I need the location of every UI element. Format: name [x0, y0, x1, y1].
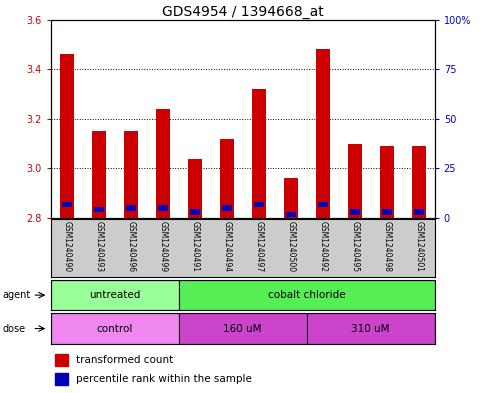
Text: 160 uM: 160 uM — [224, 323, 262, 334]
Bar — [126, 206, 136, 211]
Title: GDS4954 / 1394668_at: GDS4954 / 1394668_at — [162, 5, 324, 18]
Bar — [414, 209, 424, 215]
Text: control: control — [97, 323, 133, 334]
Bar — [347, 144, 362, 218]
Text: GSM1240492: GSM1240492 — [318, 220, 327, 272]
Text: GSM1240497: GSM1240497 — [254, 220, 263, 272]
Bar — [307, 313, 435, 344]
Bar — [59, 54, 74, 218]
Text: dose: dose — [2, 323, 26, 334]
Bar — [158, 206, 168, 211]
Bar — [51, 313, 179, 344]
Bar — [94, 207, 103, 212]
Text: GSM1240495: GSM1240495 — [350, 220, 359, 272]
Bar — [179, 313, 307, 344]
Bar — [315, 50, 330, 218]
Text: GSM1240500: GSM1240500 — [286, 220, 295, 272]
Text: GSM1240493: GSM1240493 — [94, 220, 103, 272]
Bar — [286, 212, 296, 217]
Bar — [254, 202, 264, 207]
Text: GSM1240490: GSM1240490 — [62, 220, 71, 272]
Bar — [156, 109, 170, 218]
Bar — [284, 178, 298, 218]
Bar — [55, 373, 68, 385]
Bar — [382, 209, 392, 215]
Bar — [318, 202, 327, 207]
Bar — [219, 139, 234, 218]
Text: transformed count: transformed count — [76, 355, 173, 365]
Text: 310 uM: 310 uM — [352, 323, 390, 334]
Text: GSM1240501: GSM1240501 — [414, 220, 423, 272]
Bar — [412, 146, 426, 218]
Bar — [187, 158, 202, 218]
Text: untreated: untreated — [89, 290, 141, 300]
Bar — [179, 280, 435, 310]
Bar — [91, 131, 106, 218]
Bar — [252, 89, 266, 218]
Text: GSM1240499: GSM1240499 — [158, 220, 167, 272]
Bar — [350, 209, 359, 215]
Text: GSM1240491: GSM1240491 — [190, 220, 199, 272]
Bar — [62, 202, 71, 207]
Bar — [380, 146, 394, 218]
Text: GSM1240494: GSM1240494 — [222, 220, 231, 272]
Text: GSM1240496: GSM1240496 — [126, 220, 135, 272]
Text: cobalt chloride: cobalt chloride — [268, 290, 345, 300]
Bar — [190, 209, 199, 215]
Text: percentile rank within the sample: percentile rank within the sample — [76, 374, 252, 384]
Bar — [222, 206, 231, 211]
Text: agent: agent — [2, 290, 30, 300]
Text: GSM1240498: GSM1240498 — [382, 220, 391, 272]
Bar — [124, 131, 138, 218]
Bar — [55, 354, 68, 366]
Bar — [51, 280, 179, 310]
